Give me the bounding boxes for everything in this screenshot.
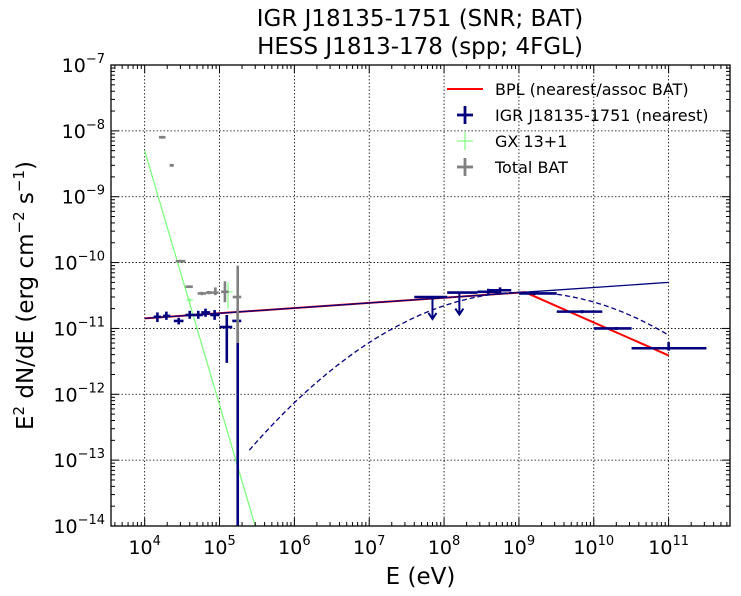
legend-item: IGR J18135-1751 (nearest) — [457, 106, 708, 125]
data-point-igr-j18135-1751-nearest- — [153, 312, 162, 323]
x-tick-label: 106 — [278, 534, 310, 559]
x-tick-label: 1011 — [648, 534, 689, 559]
data-point-igr-j18135-1751-nearest- — [185, 310, 195, 319]
grid-lines — [111, 64, 730, 527]
upper-limit-arrow — [454, 308, 465, 317]
legend-item: BPL (nearest/assoc BAT) — [447, 80, 689, 99]
y-tick-label: 10−14 — [53, 513, 105, 538]
model-line-blue-dashed-logparabola — [248, 291, 669, 451]
data-point-igr-j18135-1751-nearest- — [631, 342, 707, 351]
y-tick-label: 10−7 — [62, 52, 105, 77]
tick-labels: 104 105 106 107 108 109 1010 1011 10−14 10−13 10−1… — [53, 52, 689, 559]
y-label-e: E — [13, 415, 39, 430]
legend-label: IGR J18135-1751 (nearest) — [495, 106, 708, 125]
y-tick-label: 10−12 — [53, 381, 105, 406]
data-point-igr-j18135-1751-nearest- — [447, 291, 478, 317]
upper-limit-arrow — [427, 312, 438, 321]
data-point-total-bat — [221, 281, 229, 303]
data-point-total-bat — [158, 135, 166, 139]
data-point-igr-j18135-1751-nearest- — [194, 310, 203, 319]
model-lines — [144, 150, 670, 527]
x-tick-label: 104 — [128, 534, 160, 559]
data-point-total-bat — [206, 291, 213, 295]
legend-item: Total BAT — [457, 158, 568, 177]
y-tick-label: 10−8 — [62, 118, 105, 143]
model-line-bpl-nearest-assoc-bat- — [144, 291, 670, 357]
x-tick-label: 1010 — [573, 534, 614, 559]
data-point-igr-j18135-1751-nearest- — [162, 311, 171, 320]
data-point-total-bat — [212, 287, 219, 296]
y-label-sup1: 2 — [10, 406, 28, 416]
data-point-total-bat — [185, 285, 193, 289]
data-point-igr-j18135-1751-nearest- — [173, 317, 184, 325]
data-point-igr-j18135-1751-nearest- — [593, 327, 632, 330]
chart-title-line2: HESS J1813-178 (spp; 4FGL) — [257, 34, 583, 60]
legend-label: BPL (nearest/assoc BAT) — [495, 80, 689, 99]
y-tick-label: 10−9 — [62, 184, 105, 209]
x-tick-label: 109 — [503, 534, 535, 559]
legend-item: GX 13+1 — [457, 132, 567, 151]
data-point-total-bat — [232, 265, 242, 344]
y-label-mid2: s — [13, 192, 39, 211]
plot-frame — [110, 64, 731, 527]
legend: BPL (nearest/assoc BAT) IGR J18135-1751 (… — [447, 80, 708, 177]
y-tick-label: 10−10 — [53, 250, 105, 275]
y-label-end: ) — [13, 161, 39, 170]
data-point-igr-j18135-1751-nearest- — [488, 287, 512, 294]
chart-title-line1: IGR J18135-1751 (SNR; BAT) — [256, 6, 584, 32]
legend-label: GX 13+1 — [495, 132, 567, 151]
data-point-total-bat — [169, 163, 174, 167]
x-tick-label: 108 — [428, 534, 460, 559]
x-tick-label: 107 — [353, 534, 385, 559]
data-point-gx-13-1 — [186, 297, 193, 303]
y-label-sup2: −2 — [10, 211, 28, 233]
y-label-sup3: −1 — [10, 170, 28, 192]
y-axis-label: E2 dN/dE (erg cm−2 s−1) — [10, 161, 39, 430]
y-label-mid: dN/dE (erg cm — [13, 233, 39, 405]
y-tick-label: 10−13 — [53, 447, 105, 472]
data-point-igr-j18135-1751-nearest- — [201, 308, 211, 317]
data-point-igr-j18135-1751-nearest- — [556, 310, 603, 314]
legend-label: Total BAT — [494, 158, 568, 177]
data-points — [153, 135, 707, 526]
data-point-igr-j18135-1751-nearest- — [219, 314, 233, 363]
axis-ticks — [111, 64, 730, 527]
y-tick-label: 10−11 — [53, 315, 105, 340]
data-point-total-bat — [197, 291, 207, 296]
data-point-igr-j18135-1751-nearest- — [414, 295, 448, 321]
data-point-igr-j18135-1751-nearest- — [518, 291, 557, 296]
x-tick-label: 105 — [203, 534, 235, 559]
data-point-total-bat — [175, 259, 186, 263]
data-point-igr-j18135-1751-nearest- — [210, 310, 220, 320]
x-axis-label: E (eV) — [386, 564, 456, 590]
